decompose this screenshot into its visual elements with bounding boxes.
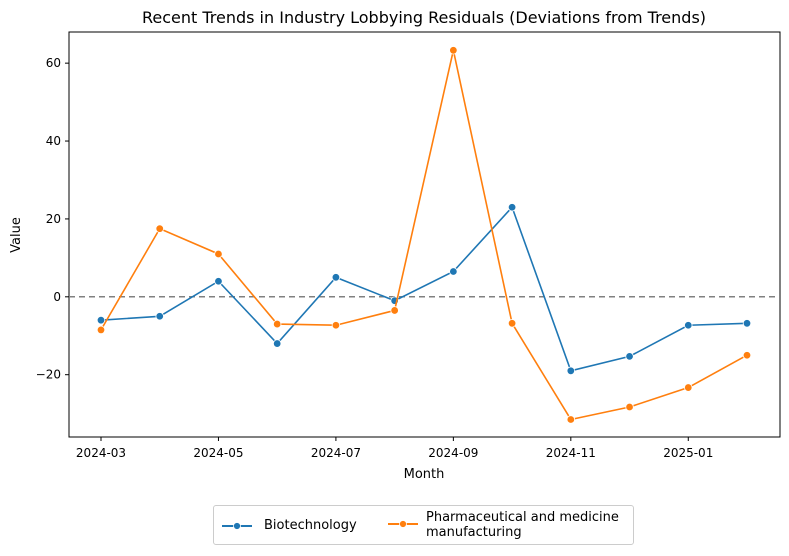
- y-tick-label: 60: [46, 56, 61, 70]
- series-0-point: [684, 321, 693, 330]
- x-tick-label: 2024-03: [76, 446, 126, 460]
- y-tick-label: −20: [36, 368, 61, 382]
- x-tick-label: 2024-11: [546, 446, 596, 460]
- x-axis-label: Month: [404, 467, 445, 482]
- series-0-line: [100, 205, 748, 372]
- y-tick-label: 20: [46, 212, 61, 226]
- series-1-point: [272, 319, 282, 329]
- x-tick-label: 2024-05: [193, 446, 243, 460]
- y-tick-label: 40: [46, 134, 61, 148]
- series-0-point: [272, 339, 282, 348]
- series-1-line: [100, 50, 748, 421]
- series-1-point: [625, 402, 634, 412]
- series-1-point: [214, 249, 223, 259]
- series-0-point: [331, 273, 341, 282]
- legend-swatch-biotechnology: [222, 521, 252, 530]
- x-axis: 2024-03 2024-05 2024-07 2024-09 2024-11 2025-…: [76, 437, 713, 460]
- series-layer: [96, 46, 752, 424]
- y-axis-label: Value: [9, 217, 24, 253]
- legend-label-biotechnology: Biotechnology: [264, 518, 357, 533]
- series-0-point: [625, 352, 634, 361]
- y-axis: −20 0 20 40 60: [36, 56, 69, 382]
- series-0-point: [449, 267, 458, 276]
- series-1-point: [684, 383, 693, 392]
- series-1-point: [96, 325, 106, 335]
- series-1-point: [331, 321, 341, 330]
- legend-label-pharmaceutical: Pharmaceutical and medicine manufacturin…: [426, 510, 619, 540]
- legend-label-line: Pharmaceutical and medicine: [426, 510, 619, 525]
- series-0-point: [566, 366, 576, 375]
- series-1-point: [155, 224, 164, 233]
- x-tick-label: 2024-07: [311, 446, 361, 460]
- series-0-point: [742, 319, 752, 328]
- legend-label-line: manufacturing: [426, 525, 522, 540]
- series-1-point: [449, 46, 458, 55]
- x-tick-label: 2025-01: [663, 446, 713, 460]
- legend-swatch-pharmaceutical: [388, 520, 418, 528]
- legend-item-pharmaceutical: Pharmaceutical and medicine manufacturin…: [388, 510, 619, 540]
- series-0-point: [155, 312, 164, 321]
- x-tick-label: 2024-09: [428, 446, 478, 460]
- plot-frame: [68, 31, 781, 438]
- series-1-point: [566, 415, 576, 424]
- series-1-point: [507, 319, 517, 328]
- legend: Biotechnology Pharmaceutical and medicin…: [213, 505, 634, 545]
- series-1-point: [742, 351, 752, 360]
- legend-item-biotechnology: Biotechnology: [222, 518, 357, 533]
- y-tick-label: 0: [53, 290, 61, 304]
- series-0-point: [507, 203, 517, 212]
- series-1-point: [390, 306, 399, 315]
- chart-title: Recent Trends in Industry Lobbying Resid…: [142, 8, 706, 27]
- series-0-point: [96, 315, 106, 325]
- series-0-point: [214, 277, 223, 286]
